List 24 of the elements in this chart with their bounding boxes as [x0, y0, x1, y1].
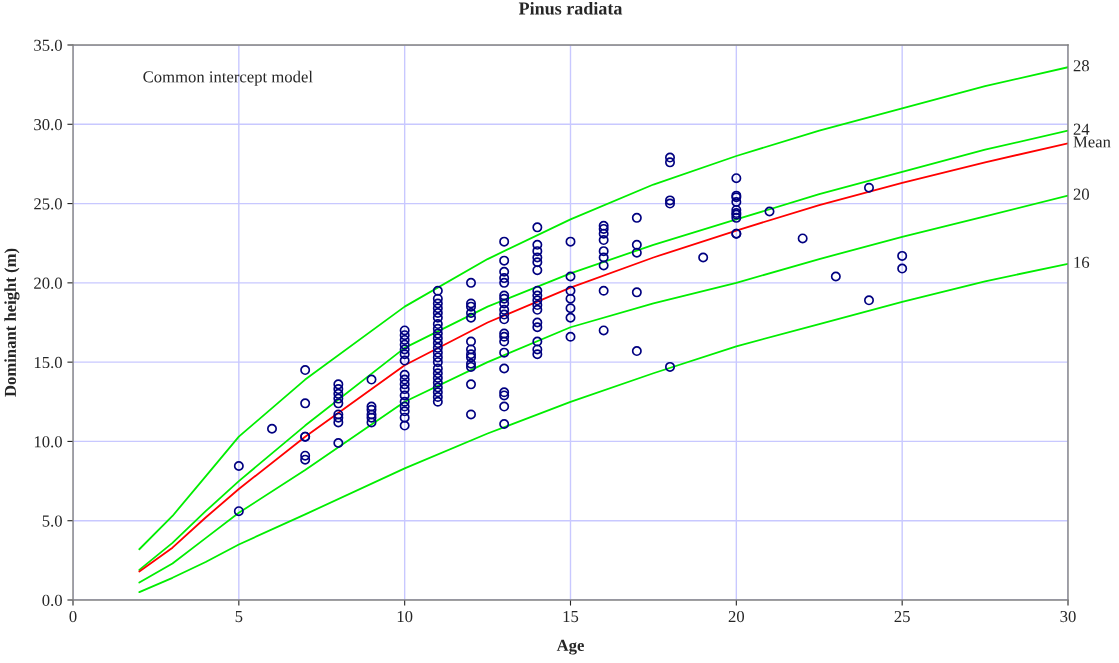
y-tick-label: 5.0 — [42, 515, 62, 527]
y-tick-label: 0.0 — [42, 594, 62, 607]
y-tick-label: 15.0 — [34, 356, 62, 369]
x-tick-label: 25 — [894, 610, 910, 623]
x-tick-label: 15 — [563, 610, 579, 623]
x-tick-label: 30 — [1060, 610, 1076, 623]
series-label: 24 — [1073, 123, 1090, 135]
x-tick-label: 5 — [235, 611, 243, 623]
y-tick-label: 30.0 — [34, 118, 62, 131]
y-tick-label: 20.0 — [34, 277, 62, 289]
annotation: Common intercept model — [143, 70, 313, 86]
y-axis-title: Dominant height (m) — [4, 248, 20, 397]
x-tick-label: 20 — [728, 610, 745, 623]
x-tick-label: 0 — [69, 610, 77, 623]
series-label: 20 — [1073, 188, 1090, 200]
chart-title: Pinus radiata — [518, 1, 623, 15]
x-axis-title: Age — [556, 639, 584, 655]
series-label: 16 — [1074, 256, 1090, 268]
y-tick-label: 25.0 — [34, 198, 62, 210]
series-label: Mean — [1073, 136, 1111, 148]
x-tick-label: 10 — [397, 610, 413, 623]
series-label: 28 — [1073, 60, 1090, 72]
y-tick-label: 35.0 — [34, 39, 62, 52]
y-tick-label: 10.0 — [34, 436, 62, 448]
